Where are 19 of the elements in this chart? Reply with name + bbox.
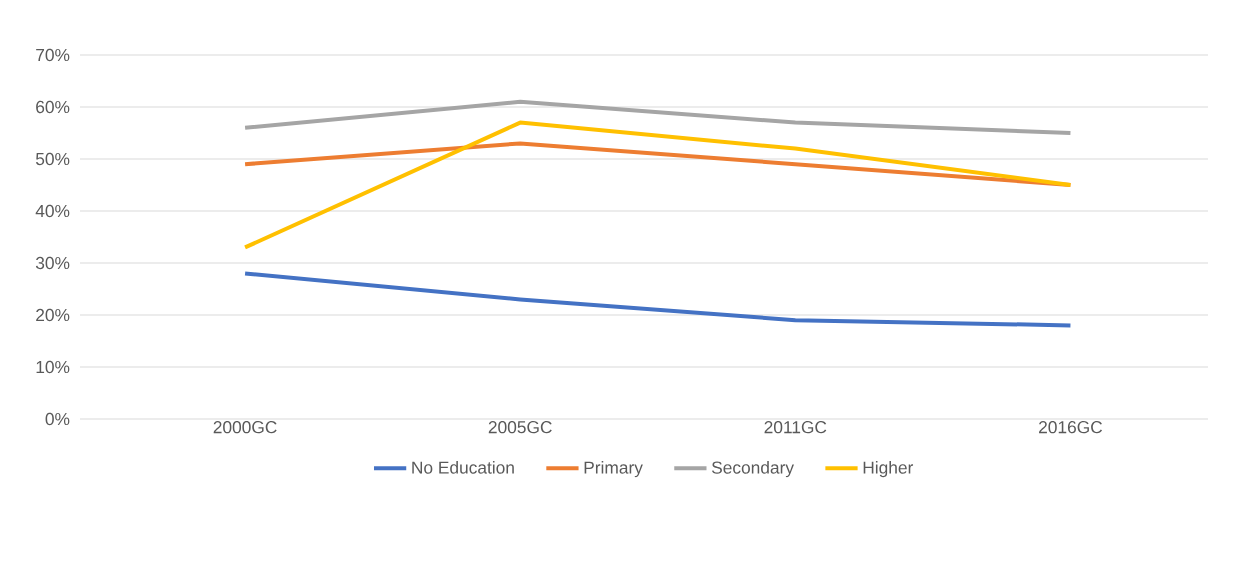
y-tick-label: 50% — [35, 152, 70, 166]
y-tick-label: 10% — [36, 360, 70, 374]
legend-label: No Education — [412, 460, 514, 474]
y-tick-label: 30% — [35, 256, 70, 270]
x-tick-label: 2016GC — [1039, 421, 1103, 434]
y-tick-label: 70% — [36, 48, 70, 62]
line-series — [243, 120, 1073, 250]
y-tick-label: 60% — [36, 100, 70, 114]
y-tick-label: 20% — [36, 308, 70, 322]
x-tick-label: 2011GC — [764, 421, 827, 434]
y-tick-label: 0% — [45, 412, 70, 426]
legend-label: Higher — [863, 460, 914, 478]
line-series — [243, 271, 1073, 328]
legend-label: Primary — [584, 460, 643, 478]
legend-label: Secondary — [711, 460, 794, 478]
x-tick-label: 2005GC — [488, 421, 552, 434]
x-tick-label: 2000GC — [213, 421, 277, 434]
y-tick-label: 40% — [35, 204, 70, 218]
line-series — [243, 99, 1073, 135]
